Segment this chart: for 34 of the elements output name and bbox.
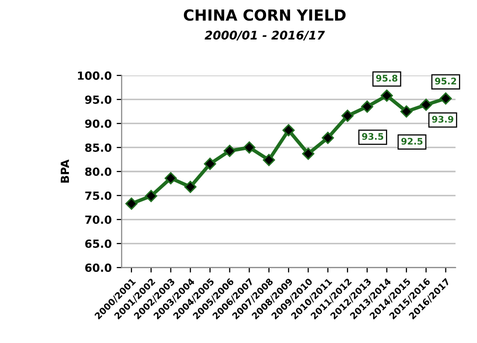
chart-title: CHINA CORN YIELD: [184, 9, 346, 21]
point: [361, 100, 374, 113]
point: [400, 105, 413, 118]
point: [380, 90, 393, 102]
y-tick-label: 65.0: [85, 240, 112, 248]
chart-subtitle: 2000/01 - 2016/17: [204, 30, 325, 41]
y-axis-title: BPA: [60, 159, 69, 183]
data-label: 92.5: [401, 138, 422, 145]
point: [341, 110, 354, 122]
point: [420, 98, 432, 111]
point: [282, 124, 295, 136]
point: [204, 158, 216, 170]
point: [322, 132, 334, 144]
data-label: 93.9: [432, 116, 454, 123]
point: [243, 141, 256, 154]
y-tick-label: 90.0: [85, 119, 112, 128]
data-label: 93.5: [362, 133, 384, 140]
y-tick-label: 75.0: [85, 191, 112, 200]
point: [302, 148, 314, 160]
data-label: 95.2: [435, 78, 456, 84]
point: [125, 198, 138, 210]
y-tick-label: 85.0: [85, 143, 112, 152]
y-tick-label: 60.0: [85, 264, 112, 272]
point: [224, 144, 236, 157]
point: [262, 154, 276, 166]
y-tick-label: 70.0: [85, 215, 112, 224]
y-tick-label: 95.0: [85, 95, 112, 104]
data-label: 95.8: [376, 74, 398, 82]
point: [440, 92, 452, 105]
y-tick-label: 100.0: [78, 71, 112, 80]
point: [145, 190, 158, 202]
y-tick-label: 80.0: [85, 167, 112, 176]
point: [184, 180, 196, 193]
point: [164, 172, 177, 184]
